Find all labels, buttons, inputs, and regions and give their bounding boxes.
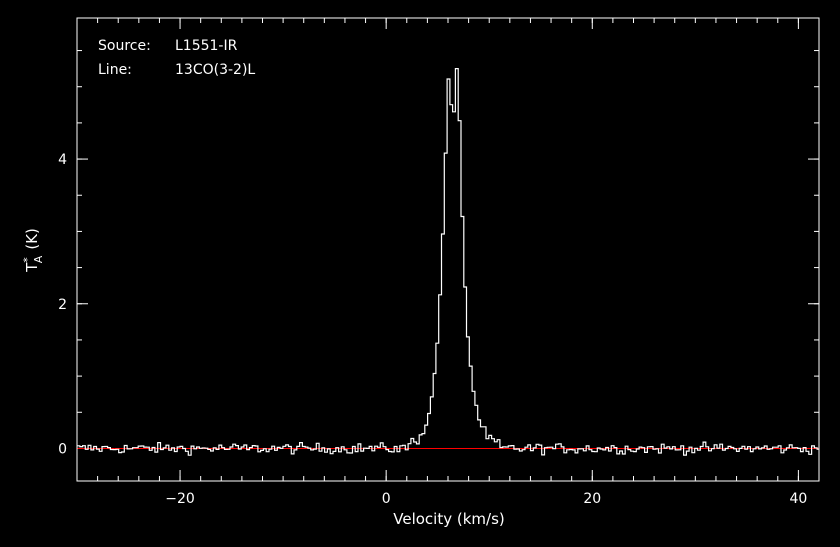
svg-text:T*A(K): T*A (K) [21, 228, 45, 273]
y-tick-labels: 0 2 4 [58, 152, 67, 457]
y-axis-label-sup: * [21, 257, 34, 263]
source-value: L1551-IR [175, 38, 238, 54]
spectrum-series [77, 68, 819, 456]
y-axis-label: T*A (K) [21, 228, 45, 273]
line-label: Line: [98, 62, 132, 78]
y-axis-label-sub: A [32, 255, 45, 263]
x-tick-label: 40 [789, 491, 807, 507]
plot-frame [76, 17, 820, 482]
source-label: Source: [98, 38, 151, 54]
x-tick-label: −20 [165, 491, 195, 507]
x-tick-label: 20 [583, 491, 601, 507]
x-tick-labels: −20 0 20 40 [165, 491, 807, 507]
x-axis-label: Velocity (km/s) [393, 510, 504, 528]
y-axis-label-unit: (K) [23, 228, 41, 250]
y-tick-label: 0 [58, 441, 67, 457]
y-axis-label-main: T [23, 262, 41, 273]
y-tick-label: 4 [58, 152, 67, 168]
x-tick-label: 0 [382, 491, 391, 507]
line-value: 13CO(3-2)L [175, 62, 255, 78]
y-tick-label: 2 [58, 297, 67, 313]
